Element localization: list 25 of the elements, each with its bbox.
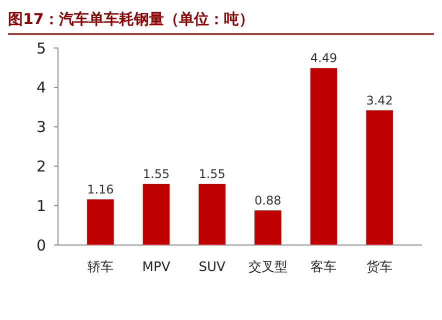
bar (310, 68, 338, 245)
bar (142, 184, 170, 245)
y-tick-label: 5 (36, 39, 46, 58)
y-tick-label: 0 (36, 236, 46, 254)
data-label: 1.55 (142, 166, 170, 181)
data-label: 1.16 (87, 182, 114, 196)
data-label: 4.49 (310, 51, 338, 66)
x-tick-label: 客车 (310, 259, 337, 275)
y-tick-label: 3 (36, 118, 46, 136)
x-tick-label: 货车 (366, 260, 393, 275)
bar (366, 110, 393, 245)
y-tick-label: 4 (36, 78, 46, 97)
y-tick-label: 1 (36, 196, 46, 215)
x-tick-label: 交叉型 (248, 259, 288, 275)
y-tick-label: 2 (36, 157, 46, 176)
bar (254, 210, 282, 245)
data-label: 3.42 (366, 93, 393, 108)
x-tick-label: 轿车 (87, 260, 114, 275)
data-label: 0.88 (254, 193, 282, 208)
bar (198, 184, 226, 245)
data-label: 1.55 (198, 166, 226, 181)
x-tick-label: MPV (142, 260, 170, 275)
bar (87, 199, 114, 245)
chart-title: 图17：汽车单车耗钢量（单位：吨） (8, 10, 254, 28)
x-tick-label: SUV (198, 260, 226, 275)
